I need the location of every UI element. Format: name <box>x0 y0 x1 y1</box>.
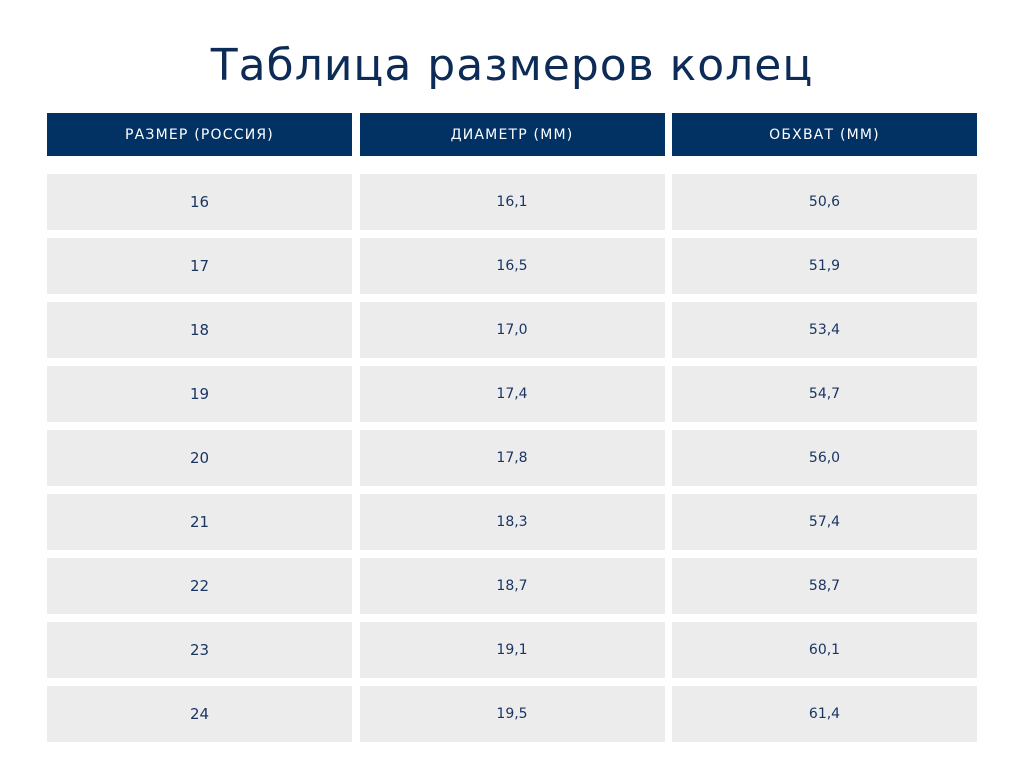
cell-circumference: 54,7 <box>672 366 977 422</box>
cell-diameter: 16,5 <box>359 238 665 294</box>
cell-diameter: 18,7 <box>359 558 665 614</box>
table-row: 24 19,5 61,4 <box>47 686 977 742</box>
header-diameter: ДИАМЕТР (ММ) <box>359 113 665 156</box>
cell-circumference: 61,4 <box>672 686 977 742</box>
cell-circumference: 56,0 <box>672 430 977 486</box>
cell-diameter: 19,1 <box>359 622 665 678</box>
table-row: 20 17,8 56,0 <box>47 430 977 486</box>
cell-diameter: 19,5 <box>359 686 665 742</box>
cell-size: 24 <box>47 686 352 742</box>
cell-circumference: 50,6 <box>672 174 977 230</box>
cell-circumference: 60,1 <box>672 622 977 678</box>
table-row: 23 19,1 60,1 <box>47 622 977 678</box>
cell-size: 19 <box>47 366 352 422</box>
cell-diameter: 17,0 <box>359 302 665 358</box>
header-circumference: ОБХВАТ (ММ) <box>672 113 977 156</box>
cell-size: 18 <box>47 302 352 358</box>
cell-circumference: 57,4 <box>672 494 977 550</box>
cell-size: 21 <box>47 494 352 550</box>
cell-diameter: 18,3 <box>359 494 665 550</box>
cell-size: 22 <box>47 558 352 614</box>
cell-size: 23 <box>47 622 352 678</box>
cell-diameter: 17,4 <box>359 366 665 422</box>
header-size-russia: РАЗМЕР (РОССИЯ) <box>47 113 352 156</box>
ring-size-table: РАЗМЕР (РОССИЯ) ДИАМЕТР (ММ) ОБХВАТ (ММ)… <box>47 113 977 750</box>
table-body: 16 16,1 50,6 17 16,5 51,9 18 17,0 53,4 1… <box>47 174 977 750</box>
table-row: 16 16,1 50,6 <box>47 174 977 230</box>
cell-circumference: 51,9 <box>672 238 977 294</box>
cell-circumference: 53,4 <box>672 302 977 358</box>
cell-size: 20 <box>47 430 352 486</box>
cell-diameter: 17,8 <box>359 430 665 486</box>
cell-diameter: 16,1 <box>359 174 665 230</box>
table-row: 17 16,5 51,9 <box>47 238 977 294</box>
cell-size: 17 <box>47 238 352 294</box>
table-row: 22 18,7 58,7 <box>47 558 977 614</box>
page-title: Таблица размеров колец <box>210 40 814 91</box>
table-row: 21 18,3 57,4 <box>47 494 977 550</box>
table-header-row: РАЗМЕР (РОССИЯ) ДИАМЕТР (ММ) ОБХВАТ (ММ) <box>47 113 977 156</box>
cell-size: 16 <box>47 174 352 230</box>
cell-circumference: 58,7 <box>672 558 977 614</box>
table-row: 19 17,4 54,7 <box>47 366 977 422</box>
table-row: 18 17,0 53,4 <box>47 302 977 358</box>
